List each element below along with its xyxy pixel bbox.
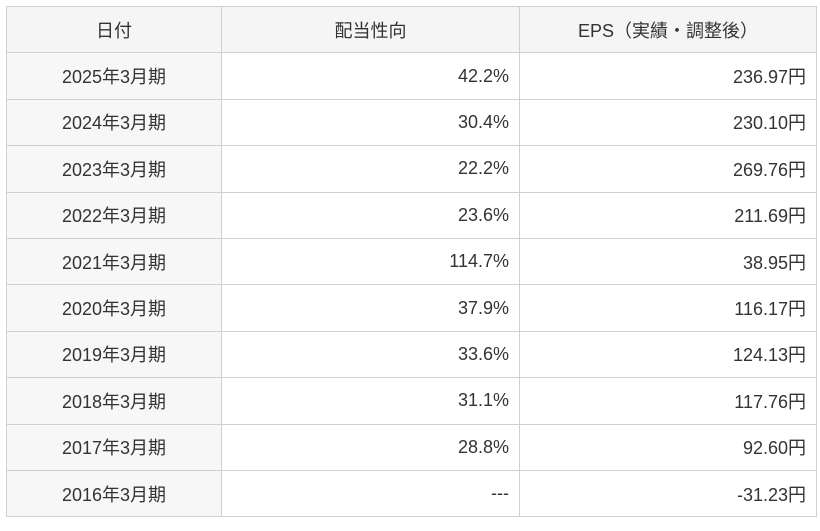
value-cell: 37.9% [221,284,520,332]
table-row: 2024年3月期 30.4% 230.10円 [6,98,817,147]
header-row: 日付 配当性向 EPS（実績・調整後） [6,5,817,54]
table-row: 2019年3月期 33.6% 124.13円 [6,330,817,379]
table-body: 2025年3月期 42.2% 236.97円 2024年3月期 30.4% 230.10円… [6,52,817,518]
value-cell: 22.2% [221,145,520,193]
period-cell: 2024年3月期 [6,98,222,147]
table-row: 2022年3月期 23.6% 211.69円 [6,191,817,239]
value-cell: 28.8% [221,423,520,471]
period-cell: 2022年3月期 [6,191,222,239]
data-table: 日付 配当性向 EPS（実績・調整後） 2025年3月期 42.2% 236.97円 20… [6,5,817,518]
period-cell: 2025年3月期 [6,52,222,100]
header-cell: 日付 [6,5,222,54]
value-cell: 116.17円 [519,284,817,332]
table-row: 2017年3月期 28.8% 92.60円 [6,423,817,471]
period-cell: 2023年3月期 [6,145,222,193]
value-cell: 42.2% [221,52,520,100]
table-row: 2018年3月期 31.1% 117.76円 [6,377,817,425]
header-cell: 配当性向 [221,5,520,54]
value-cell: 114.7% [221,237,520,286]
table-row: 2023年3月期 22.2% 269.76円 [6,145,817,193]
value-cell: 230.10円 [519,98,817,147]
value-cell: -31.23円 [519,469,817,518]
value-cell: 30.4% [221,98,520,147]
period-cell: 2017年3月期 [6,423,222,471]
value-cell: --- [221,469,520,518]
value-cell: 33.6% [221,330,520,379]
value-cell: 38.95円 [519,237,817,286]
table-row: 2025年3月期 42.2% 236.97円 [6,52,817,100]
value-cell: 211.69円 [519,191,817,239]
period-cell: 2016年3月期 [6,469,222,518]
value-cell: 92.60円 [519,423,817,471]
table-row: 2016年3月期 --- -31.23円 [6,469,817,518]
value-cell: 31.1% [221,377,520,425]
table-row: 2020年3月期 37.9% 116.17円 [6,284,817,332]
value-cell: 117.76円 [519,377,817,425]
value-cell: 236.97円 [519,52,817,100]
value-cell: 23.6% [221,191,520,239]
value-cell: 269.76円 [519,145,817,193]
value-cell: 124.13円 [519,330,817,379]
period-cell: 2020年3月期 [6,284,222,332]
period-cell: 2021年3月期 [6,237,222,286]
table-head: 日付 配当性向 EPS（実績・調整後） [6,5,817,54]
period-cell: 2019年3月期 [6,330,222,379]
period-cell: 2018年3月期 [6,377,222,425]
table-row: 2021年3月期 114.7% 38.95円 [6,237,817,286]
header-cell: EPS（実績・調整後） [519,5,817,54]
